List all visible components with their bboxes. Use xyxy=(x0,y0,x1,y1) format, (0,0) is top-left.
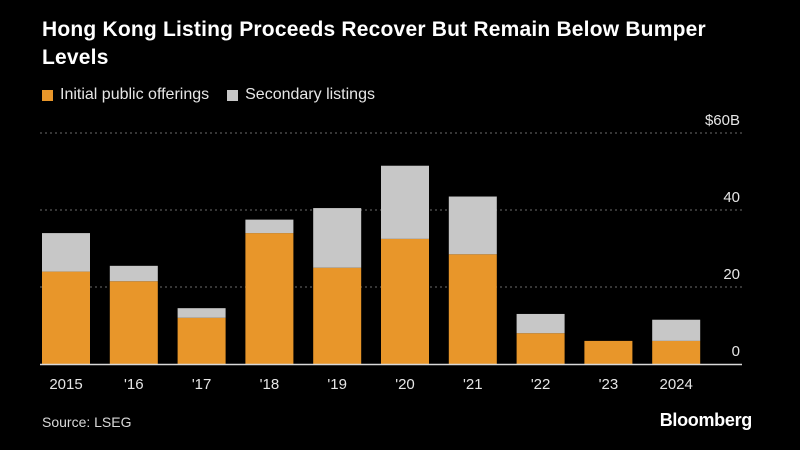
bar-secondary xyxy=(177,308,226,318)
y-tick-label: $60B xyxy=(705,112,740,129)
y-tick-label: 0 xyxy=(732,343,740,360)
x-tick-label: '23 xyxy=(599,376,619,393)
y-tick-label: 40 xyxy=(723,189,740,206)
bar-ipo xyxy=(584,340,633,364)
x-tick-label: '16 xyxy=(124,376,144,393)
x-tick-label: '22 xyxy=(531,376,551,393)
bar-secondary xyxy=(42,233,90,272)
bar-secondary xyxy=(313,208,362,268)
bar-ipo xyxy=(42,271,90,364)
x-tick-label: '19 xyxy=(327,376,347,393)
y-tick-label: 20 xyxy=(723,266,740,283)
x-tick-label: '21 xyxy=(463,376,483,393)
bar-secondary xyxy=(652,319,701,341)
bar-secondary xyxy=(245,219,294,234)
bar-ipo xyxy=(516,333,565,364)
bar-ipo xyxy=(381,238,429,364)
bloomberg-logo: Bloomberg xyxy=(659,410,753,430)
x-tick-label: '17 xyxy=(192,376,212,393)
legend-swatch-ipo xyxy=(42,89,53,101)
bar-ipo xyxy=(177,317,226,364)
legend-item-secondary: Secondary listings xyxy=(227,86,375,104)
source-note: Source: LSEG xyxy=(42,414,132,430)
x-tick-label: 2015 xyxy=(49,376,82,393)
bar-ipo xyxy=(652,340,701,364)
bar-ipo xyxy=(313,267,362,364)
bar-ipo xyxy=(245,233,294,364)
x-tick-label: '18 xyxy=(260,376,280,393)
legend-label-secondary: Secondary listings xyxy=(245,86,375,103)
legend-swatch-secondary xyxy=(227,89,239,101)
bar-ipo xyxy=(109,281,158,364)
bar-secondary xyxy=(109,265,158,282)
x-tick-label: 2024 xyxy=(660,376,693,393)
bar-secondary xyxy=(516,313,565,334)
bar-secondary xyxy=(448,196,497,255)
legend-label-ipo: Initial public offerings xyxy=(60,86,210,103)
bar-ipo xyxy=(448,254,497,364)
bar-secondary xyxy=(381,165,429,239)
chart-legend: Initial public offerings Secondary listi… xyxy=(42,84,375,106)
chart-title: Hong Kong Listing Proceeds Recover But R… xyxy=(42,18,706,69)
legend-item-ipo: Initial public offerings xyxy=(42,86,209,104)
x-tick-label: '20 xyxy=(395,376,415,393)
